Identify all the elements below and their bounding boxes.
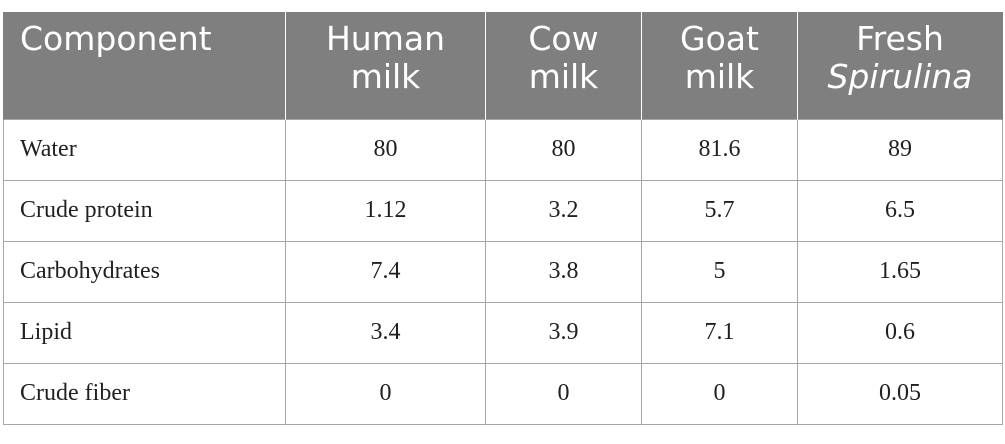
table-header: Component Human milk Cow milk Goat milk …: [3, 12, 1003, 119]
header-cow-milk: Cow milk: [485, 12, 642, 119]
header-human-milk-line1: Human: [325, 19, 445, 58]
cell-cow-milk: 80: [485, 118, 642, 181]
cell-human-milk: 3.4: [285, 301, 486, 364]
table-body: Water 80 80 81.6 89 Crude protein 1.12 3…: [3, 118, 1003, 425]
cell-component: Crude protein: [3, 179, 286, 242]
table-row: Crude protein 1.12 3.2 5.7 6.5: [3, 179, 1003, 242]
composition-table: Component Human milk Cow milk Goat milk …: [3, 12, 1003, 425]
table-row: Lipid 3.4 3.9 7.1 0.6: [3, 301, 1003, 364]
header-component: Component: [3, 12, 286, 119]
header-human-milk-line2: milk: [350, 57, 421, 96]
cell-component: Water: [3, 118, 286, 181]
cell-human-milk: 1.12: [285, 179, 486, 242]
cell-cow-milk: 3.9: [485, 301, 642, 364]
header-row: Component Human milk Cow milk Goat milk …: [3, 12, 1003, 119]
table-row: Water 80 80 81.6 89: [3, 118, 1003, 181]
cell-fresh-spirulina: 0.05: [797, 362, 1003, 425]
table-row: Crude fiber 0 0 0 0.05: [3, 362, 1003, 425]
cell-goat-milk: 7.1: [641, 301, 798, 364]
cell-goat-milk: 0: [641, 362, 798, 425]
cell-component: Crude fiber: [3, 362, 286, 425]
cell-fresh-spirulina: 6.5: [797, 179, 1003, 242]
header-goat-milk-line2: milk: [684, 57, 755, 96]
cell-component: Carbohydrates: [3, 240, 286, 303]
cell-human-milk: 80: [285, 118, 486, 181]
header-goat-milk-line1: Goat: [680, 19, 759, 58]
table-row: Carbohydrates 7.4 3.8 5 1.65: [3, 240, 1003, 303]
cell-cow-milk: 3.2: [485, 179, 642, 242]
cell-goat-milk: 5: [641, 240, 798, 303]
cell-fresh-spirulina: 0.6: [797, 301, 1003, 364]
header-human-milk: Human milk: [285, 12, 486, 119]
cell-human-milk: 7.4: [285, 240, 486, 303]
header-fresh-spirulina-line2: Spirulina: [827, 57, 973, 96]
cell-cow-milk: 3.8: [485, 240, 642, 303]
header-fresh-spirulina: Fresh Spirulina: [797, 12, 1003, 119]
cell-component: Lipid: [3, 301, 286, 364]
cell-goat-milk: 81.6: [641, 118, 798, 181]
cell-goat-milk: 5.7: [641, 179, 798, 242]
cell-fresh-spirulina: 89: [797, 118, 1003, 181]
header-goat-milk: Goat milk: [641, 12, 798, 119]
header-cow-milk-line1: Cow: [528, 19, 599, 58]
header-component-label: Component: [20, 19, 212, 58]
cell-fresh-spirulina: 1.65: [797, 240, 1003, 303]
cell-human-milk: 0: [285, 362, 486, 425]
header-cow-milk-line2: milk: [528, 57, 599, 96]
cell-cow-milk: 0: [485, 362, 642, 425]
header-fresh-spirulina-line1: Fresh: [856, 19, 944, 58]
